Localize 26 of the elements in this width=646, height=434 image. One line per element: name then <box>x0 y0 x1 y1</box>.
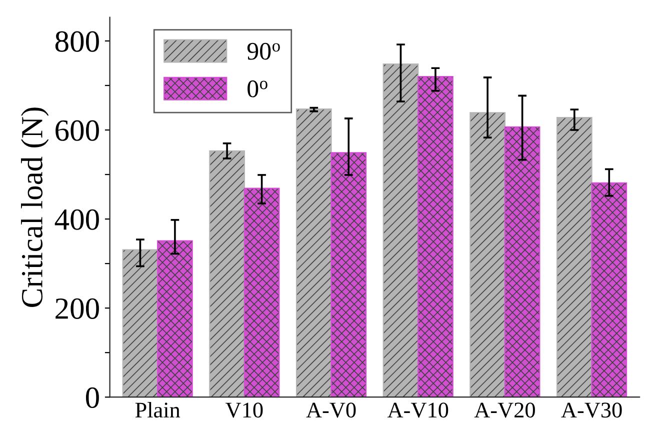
bar <box>209 150 245 398</box>
x-tick-label: A-V0 <box>306 402 356 418</box>
x-tick-label: Plain <box>135 402 180 418</box>
y-tick-label: 0 <box>86 387 99 408</box>
bar <box>556 116 592 398</box>
bar <box>122 249 158 398</box>
bar <box>504 126 540 398</box>
x-tick-label: V10 <box>226 402 263 418</box>
x-tick-label: A-V10 <box>387 402 448 418</box>
bar <box>330 152 367 398</box>
bar <box>418 76 454 398</box>
bar <box>382 64 419 398</box>
legend-label: 0$^{o}$ <box>248 80 268 98</box>
x-tick-label: A-V20 <box>474 402 535 418</box>
legend-label: 90$^{o}$ <box>247 42 280 60</box>
y-tick-label: 400 <box>54 209 99 230</box>
y-tick-label: 200 <box>56 298 99 319</box>
y-tick-label: 800 <box>55 31 99 52</box>
bar <box>470 112 506 398</box>
bar <box>157 240 193 398</box>
bar <box>244 188 280 398</box>
y-tick-label: 600 <box>56 120 99 141</box>
x-tick-label: A-V30 <box>561 402 622 418</box>
y-axis-title: Critical load (N) <box>21 108 49 307</box>
bar <box>296 108 332 398</box>
bar <box>591 182 628 398</box>
